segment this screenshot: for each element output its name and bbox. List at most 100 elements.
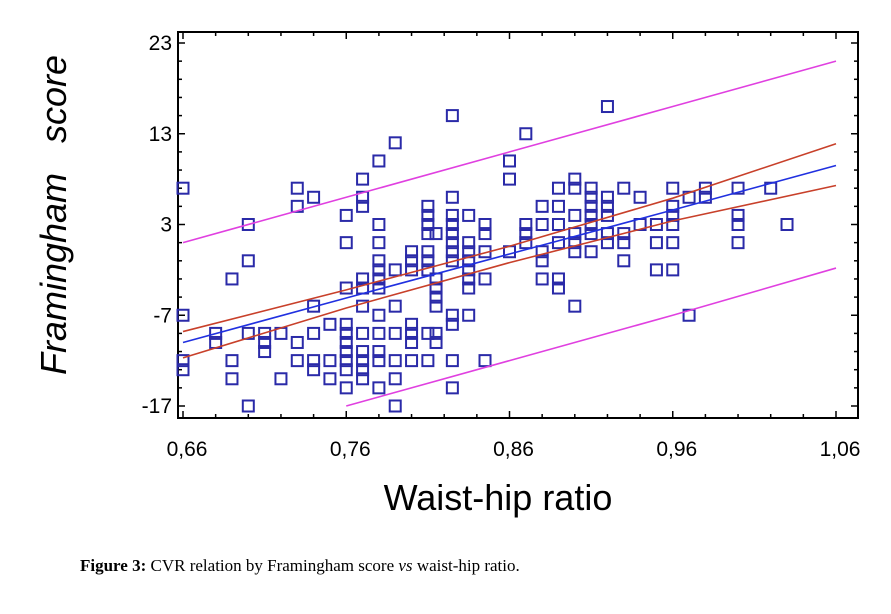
data-point xyxy=(372,381,386,395)
confidence-upper-line xyxy=(182,142,837,333)
data-point xyxy=(568,172,582,186)
regression-line xyxy=(182,164,837,344)
data-point xyxy=(478,227,492,241)
data-point xyxy=(584,208,598,222)
data-point xyxy=(339,208,353,222)
data-point xyxy=(617,236,631,250)
data-point xyxy=(258,326,272,340)
data-point xyxy=(258,335,272,349)
data-point xyxy=(388,299,402,313)
data-point xyxy=(258,345,272,359)
figure-caption: Figure 3: CVR relation by Framingham sco… xyxy=(80,556,520,576)
data-point xyxy=(584,245,598,259)
data-point xyxy=(290,199,304,213)
data-point xyxy=(274,372,288,386)
y-tick-label: 23 xyxy=(149,32,172,55)
y-tick-label: 3 xyxy=(160,214,172,237)
data-point xyxy=(421,254,435,268)
data-point xyxy=(462,308,476,322)
data-point xyxy=(372,326,386,340)
data-point xyxy=(445,245,459,259)
x-tick-label: 0,76 xyxy=(330,438,371,461)
data-point xyxy=(600,100,614,114)
data-point xyxy=(478,272,492,286)
data-point xyxy=(388,136,402,150)
data-point xyxy=(478,354,492,368)
data-point xyxy=(503,154,516,168)
data-point xyxy=(307,363,321,377)
data-point xyxy=(731,218,745,231)
caption-vs: vs xyxy=(398,556,413,575)
data-point xyxy=(372,308,386,322)
data-point xyxy=(241,218,255,231)
data-point xyxy=(241,254,255,268)
data-point xyxy=(405,317,419,331)
data-point xyxy=(478,218,492,231)
data-point xyxy=(551,181,565,195)
data-point xyxy=(535,245,549,259)
data-point xyxy=(568,227,582,241)
data-point xyxy=(225,272,239,286)
x-tick-label: 0,86 xyxy=(493,438,534,461)
data-point xyxy=(551,272,565,286)
data-point xyxy=(429,299,443,313)
data-point xyxy=(176,308,190,322)
data-point xyxy=(780,218,794,231)
data-point xyxy=(503,172,516,186)
data-point xyxy=(339,335,353,349)
data-point xyxy=(551,199,565,213)
data-point xyxy=(600,199,614,213)
data-point xyxy=(405,263,419,277)
data-point xyxy=(372,354,386,368)
plot-frame xyxy=(177,31,859,419)
data-point xyxy=(372,236,386,250)
data-point xyxy=(535,272,549,286)
data-point xyxy=(445,218,459,231)
data-point xyxy=(356,345,370,359)
data-point xyxy=(307,354,321,368)
data-point xyxy=(339,236,353,250)
prediction-lower-line xyxy=(346,267,837,407)
data-point xyxy=(649,218,663,231)
data-point xyxy=(568,181,582,195)
y-tick-label: -7 xyxy=(153,304,172,327)
data-point xyxy=(600,190,614,204)
data-point xyxy=(421,208,435,222)
y-axis-title: Framingham score xyxy=(33,55,74,375)
data-point xyxy=(405,326,419,340)
data-point xyxy=(356,363,370,377)
data-point xyxy=(388,263,402,277)
confidence-lower-line xyxy=(182,184,837,359)
data-point xyxy=(429,290,443,304)
data-point xyxy=(405,335,419,349)
caption-text-end: waist-hip ratio. xyxy=(412,556,520,575)
data-point xyxy=(445,227,459,241)
data-point xyxy=(666,263,680,277)
data-point xyxy=(372,263,386,277)
data-point xyxy=(682,190,696,204)
data-point xyxy=(241,326,255,340)
data-point xyxy=(584,190,598,204)
data-point xyxy=(388,399,402,413)
data-point xyxy=(445,109,459,123)
data-point xyxy=(339,381,353,395)
data-point xyxy=(519,218,533,231)
data-point xyxy=(372,218,386,231)
data-point xyxy=(462,254,476,268)
data-point xyxy=(731,236,745,250)
data-point xyxy=(617,181,631,195)
data-point xyxy=(462,281,476,295)
data-point xyxy=(356,190,370,204)
data-point xyxy=(176,181,190,195)
data-point xyxy=(421,218,435,231)
data-point xyxy=(617,227,631,241)
data-point xyxy=(462,236,476,250)
data-point xyxy=(421,199,435,213)
data-point xyxy=(356,272,370,286)
x-axis-title: Waist-hip ratio xyxy=(384,477,613,518)
data-point xyxy=(617,254,631,268)
data-point xyxy=(445,354,459,368)
y-tick-label: -17 xyxy=(142,395,172,418)
data-point xyxy=(209,326,223,340)
data-point xyxy=(372,254,386,268)
